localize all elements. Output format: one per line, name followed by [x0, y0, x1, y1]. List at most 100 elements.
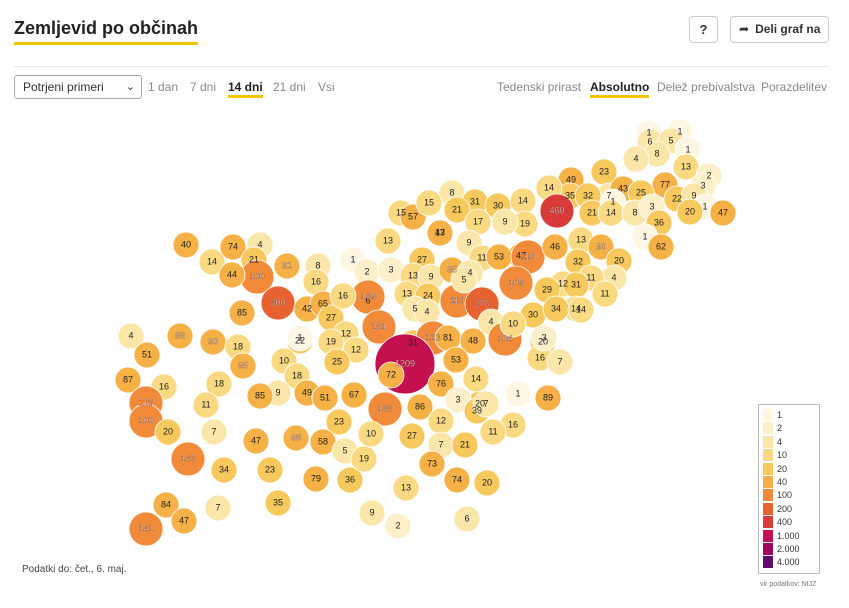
municipality-area[interactable]: [418, 450, 446, 478]
municipality-area[interactable]: [459, 327, 487, 355]
municipality-area[interactable]: [647, 233, 675, 261]
municipality-count-label: 1: [677, 126, 682, 136]
metric-absolute[interactable]: Absolutno: [590, 80, 650, 98]
municipality-count-label: 77: [660, 179, 670, 189]
municipality-area[interactable]: [325, 408, 353, 436]
municipality-area[interactable]: [229, 352, 257, 380]
municipality-area[interactable]: [443, 196, 471, 224]
municipality-area[interactable]: [246, 382, 274, 410]
municipality-area[interactable]: [462, 365, 490, 393]
municipality-count-label: 13: [681, 161, 691, 171]
municipality-area[interactable]: [170, 441, 206, 477]
municipality-area[interactable]: [205, 370, 233, 398]
municipality-area[interactable]: [350, 445, 378, 473]
municipality-area[interactable]: [154, 418, 182, 446]
municipality-area[interactable]: [228, 299, 256, 327]
municipality-area[interactable]: [534, 384, 562, 412]
municipality-area[interactable]: [479, 418, 507, 446]
municipality-area[interactable]: [426, 219, 454, 247]
municipality-area[interactable]: [192, 391, 220, 419]
municipality-area[interactable]: [166, 322, 194, 350]
period-all[interactable]: Vsi: [318, 80, 335, 94]
period-14-days[interactable]: 14 dni: [228, 80, 263, 98]
municipality-area[interactable]: [302, 465, 330, 493]
municipality-area[interactable]: [451, 431, 479, 459]
period-21-days[interactable]: 21 dni: [273, 80, 306, 94]
municipality-area[interactable]: [530, 324, 558, 352]
municipality-area[interactable]: [357, 420, 385, 448]
municipality-area[interactable]: [676, 198, 704, 226]
municipality-area[interactable]: [172, 231, 200, 259]
period-7-days[interactable]: 7 dni: [190, 80, 217, 94]
municipality-area[interactable]: [498, 265, 534, 301]
municipality-area[interactable]: [340, 381, 368, 409]
municipality-area[interactable]: [323, 348, 351, 376]
legend-label: 4: [777, 436, 783, 447]
municipality-area[interactable]: [218, 261, 246, 289]
municipality-area[interactable]: [392, 474, 420, 502]
municipality-area[interactable]: [329, 282, 357, 310]
help-button[interactable]: ?: [689, 16, 718, 43]
municipality-area[interactable]: [133, 341, 161, 369]
municipality-area[interactable]: [260, 285, 296, 321]
municipality-area[interactable]: [415, 189, 443, 217]
municipality-area[interactable]: [367, 391, 403, 427]
municipality-area[interactable]: [539, 193, 575, 229]
municipality-area[interactable]: [273, 252, 301, 280]
municipality-area[interactable]: [282, 424, 310, 452]
municipality-area[interactable]: [204, 494, 232, 522]
municipality-area[interactable]: [567, 296, 595, 324]
municipality-area[interactable]: [427, 370, 455, 398]
municipality-area[interactable]: [622, 145, 650, 173]
municipality-area[interactable]: [591, 280, 619, 308]
municipality-area[interactable]: [198, 248, 226, 276]
municipality-area[interactable]: [406, 393, 434, 421]
municipality-area[interactable]: [443, 466, 471, 494]
municipality-area[interactable]: [210, 456, 238, 484]
municipality-area[interactable]: [499, 310, 527, 338]
municipality-area[interactable]: [541, 233, 569, 261]
municipality-area[interactable]: [114, 366, 142, 394]
municipality-area[interactable]: [473, 469, 501, 497]
metric-population-share[interactable]: Delež prebivalstva: [657, 80, 756, 94]
municipality-area[interactable]: [219, 233, 247, 261]
metric-distribution[interactable]: Porazdelitev: [761, 80, 828, 94]
municipality-area[interactable]: [398, 422, 426, 450]
municipality-area[interactable]: [374, 227, 402, 255]
period-1-day[interactable]: 1 dan: [148, 80, 179, 94]
municipality-area[interactable]: [170, 507, 198, 535]
municipality-area[interactable]: [491, 208, 519, 236]
municipality-area[interactable]: [242, 427, 270, 455]
municipality-area[interactable]: [504, 380, 532, 408]
share-button[interactable]: ➦ Deli graf na: [730, 16, 829, 43]
municipality-count-label: 2: [706, 170, 711, 180]
municipality-area[interactable]: [336, 466, 364, 494]
municipality-area[interactable]: [361, 309, 397, 345]
municipality-area[interactable]: [311, 384, 339, 412]
municipality-area[interactable]: [587, 233, 615, 261]
municipality-area[interactable]: [384, 512, 412, 540]
municipality-area[interactable]: [286, 324, 314, 352]
metric-weekly-growth[interactable]: Tedenski prirast: [497, 80, 582, 94]
case-type-select[interactable]: Potrjeni primeri ⌄: [14, 75, 142, 99]
municipality-area[interactable]: [264, 489, 292, 517]
municipality-area[interactable]: [256, 456, 284, 484]
municipality-area[interactable]: [442, 346, 470, 374]
municipality-area[interactable]: [472, 390, 500, 418]
municipality-area[interactable]: [152, 491, 180, 519]
municipality-area[interactable]: [128, 511, 164, 547]
municipality-area[interactable]: [450, 266, 478, 294]
municipality-area[interactable]: [117, 322, 145, 350]
municipality-count-label: 20: [685, 206, 695, 216]
municipality-area[interactable]: [200, 418, 228, 446]
municipality-area[interactable]: [358, 499, 386, 527]
municipality-area[interactable]: [377, 361, 405, 389]
municipality-area[interactable]: [709, 199, 737, 227]
municipality-area[interactable]: [453, 505, 481, 533]
municipality-area[interactable]: [672, 153, 700, 181]
municipality-area[interactable]: [342, 336, 370, 364]
municipality-area[interactable]: [546, 348, 574, 376]
legend-entry: 1.000: [763, 529, 818, 542]
data-source-note: vir podatkov: NIJZ: [760, 581, 817, 588]
